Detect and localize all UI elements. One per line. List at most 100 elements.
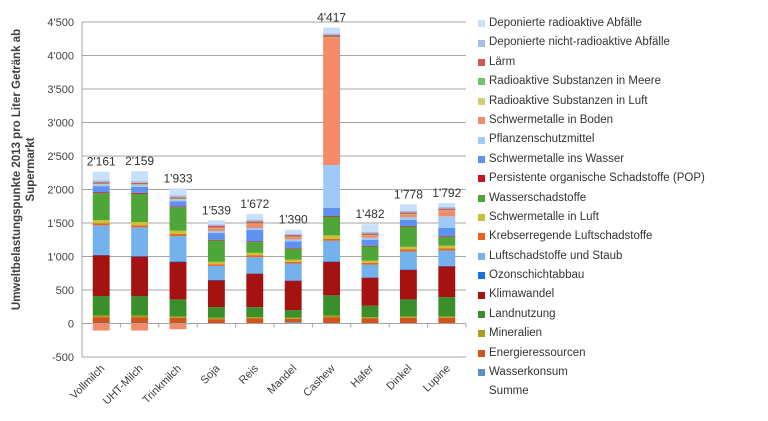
legend-label: Radioaktive Substanzen in Meere: [489, 75, 661, 88]
bar-segment: [323, 261, 341, 296]
bar-segment: [284, 280, 302, 281]
bar-segment: [207, 231, 225, 234]
legend-swatch: [478, 58, 485, 66]
bar-segment: [92, 184, 110, 187]
bar-segment: [361, 246, 379, 261]
bar-segment: [323, 317, 341, 324]
bar-mandel: [284, 229, 302, 324]
bar-segment: [169, 207, 187, 231]
bar-segment: [438, 316, 456, 318]
legend-item: Wasserkonsum: [478, 363, 705, 382]
bar-segment: [92, 171, 110, 181]
bar-segment: [323, 261, 341, 263]
bar-segment: [323, 240, 341, 262]
y-tick-label: 1'000: [47, 252, 74, 264]
bar-segment: [169, 261, 187, 300]
bar-segment: [246, 241, 264, 243]
bar-segment: [361, 232, 379, 234]
y-tick-labels: -500 0 500 1'000 1'500 2'000 2'500 3'000 3'500 4'…: [47, 17, 74, 364]
legend-item: Deponierte radioaktive Abfälle: [478, 14, 705, 33]
y-tick-label: 2'000: [47, 185, 74, 197]
legend-item: Deponierte nicht-radioaktive Abfälle: [478, 33, 705, 52]
bar-segment: [92, 323, 110, 331]
bar-segment: [323, 207, 341, 216]
x-category-label: Vollmilch: [68, 363, 107, 402]
bar-segment: [131, 186, 149, 193]
legend: Deponierte radioaktive Abfälle Deponierte…: [478, 14, 705, 402]
bar-segment: [399, 316, 417, 318]
bar-segment: [246, 317, 264, 319]
legend-item: Radioaktive Substanzen in Luft: [478, 92, 705, 111]
bar-segment: [207, 225, 225, 228]
legend-swatch: [478, 330, 485, 338]
bar-segment: [284, 261, 302, 264]
bar-segment: [207, 317, 225, 320]
bar-segment: [169, 198, 187, 200]
bar-segment: [284, 237, 302, 240]
axes: [81, 22, 467, 357]
legend-swatch: [478, 194, 485, 202]
bar-segment: [438, 210, 456, 211]
bar-segment: [438, 237, 456, 246]
bar-segment: [438, 227, 456, 237]
bar-segment: [131, 256, 149, 257]
bar-hafer: [361, 224, 379, 324]
bar-segment: [323, 165, 341, 208]
bar-segment: [169, 195, 187, 198]
total-label: 4'417: [317, 11, 346, 25]
bar-segment: [438, 236, 456, 238]
x-category-label: Trinkmilch: [140, 363, 184, 407]
legend-swatch: [478, 155, 485, 163]
bar-segment: [92, 193, 110, 220]
legend-item: Mineralien: [478, 324, 705, 343]
bar-segment: [131, 315, 149, 318]
bar-segment: [246, 223, 264, 224]
bar-segment: [323, 215, 341, 217]
legend-swatch: [478, 233, 485, 241]
bar-segment: [92, 192, 110, 194]
bar-segment: [399, 214, 417, 215]
bar-segment: [131, 227, 149, 257]
bar-segment: [284, 241, 302, 249]
bar-segment: [207, 224, 225, 226]
bar-trinkmilch: [169, 188, 187, 330]
legend-label: Deponierte nicht-radioaktive Abfälle: [489, 36, 670, 49]
bar-segment: [438, 317, 456, 324]
bar-segment: [169, 197, 187, 199]
legend-label: Wasserkonsum: [489, 366, 568, 379]
bar-segment: [399, 269, 417, 300]
bar-segment: [323, 216, 341, 236]
legend-swatch: [478, 97, 485, 105]
x-category-label: Mandel: [265, 363, 299, 397]
legend-swatch: [478, 311, 485, 319]
bar-segment: [92, 180, 110, 183]
y-tick-label: 2'500: [47, 151, 74, 163]
bar-segment: [92, 225, 110, 255]
bar-segment: [399, 226, 417, 227]
x-category-label: Cashew: [301, 363, 338, 400]
x-category-label: Soja: [198, 362, 223, 387]
legend-label: Mineralien: [489, 327, 543, 340]
bar-segment: [438, 245, 456, 249]
legend-item: Wasserschadstoffe: [478, 189, 705, 208]
legend-label: Krebserregende Luftschadstoffe: [489, 230, 653, 243]
total-label: 1'390: [279, 213, 308, 227]
legend-swatch: [478, 214, 485, 222]
legend-label: Persistente organische Schadstoffe (POP): [489, 172, 705, 185]
bar-segment: [169, 261, 187, 263]
bar-segment: [284, 248, 302, 249]
bar-segment: [92, 183, 110, 184]
y-axis-label-line2: Supermarkt: [25, 137, 37, 201]
bar-segment: [399, 214, 417, 218]
bar-segment: [207, 240, 225, 262]
bar-segment: [207, 239, 225, 241]
bar-segment: [399, 217, 417, 220]
bar-segment: [207, 280, 225, 308]
legend-label: Summe: [489, 385, 529, 398]
bar-segment: [131, 225, 149, 228]
bar-segment: [246, 255, 264, 258]
bar-dinkel: [399, 204, 417, 324]
x-category-label: Hafer: [349, 362, 377, 390]
